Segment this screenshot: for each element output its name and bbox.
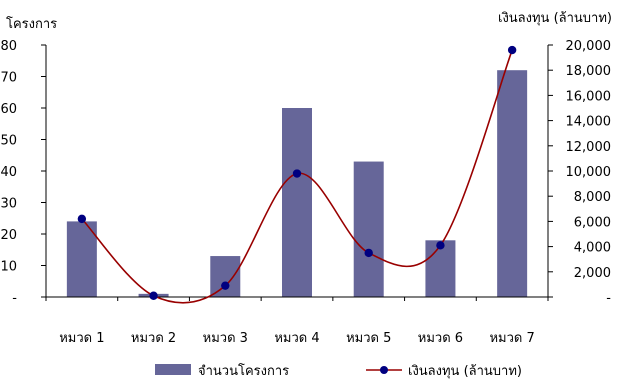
left-tick-label: 10	[0, 260, 17, 275]
right-tick-label: 16,000	[566, 89, 612, 104]
left-tick-label: 50	[0, 134, 17, 149]
x-tick-label: หมวด 7	[489, 331, 534, 346]
x-tick-label: หมวด 4	[274, 331, 319, 346]
right-axis-title: เงินลงทุน (ล้านบาท)	[498, 11, 612, 26]
right-tick-label: 2,000	[574, 266, 611, 281]
legend-line-label: เงินลงทุน (ล้านบาท)	[408, 364, 522, 379]
bar-5	[353, 161, 384, 297]
bar-1	[66, 221, 97, 297]
legend-line-marker	[380, 366, 388, 374]
left-tick-label: 80	[0, 39, 17, 54]
x-axis-labels: หมวด 1 หมวด 2 หมวด 3 หมวด 4 หมวด 5 หมวด 6 หมวด…	[45, 297, 549, 346]
right-tick-label: 12,000	[566, 140, 612, 155]
line-series	[77, 45, 517, 304]
line-point-5	[364, 248, 373, 258]
line-point-2	[149, 291, 158, 300]
bar-7	[497, 70, 528, 297]
right-tick-label: -	[606, 291, 611, 306]
left-axis-title: โครงการ	[6, 16, 57, 32]
right-tick-label: 18,000	[566, 64, 612, 79]
legend-bar-swatch	[155, 364, 191, 375]
x-tick-label: หมวด 6	[418, 331, 463, 346]
line-point-1	[77, 214, 87, 224]
bar-6	[425, 240, 456, 297]
left-axis-ticks: - 10 20 30 40 50 60 70 80	[0, 39, 46, 306]
right-tick-label: 10,000	[566, 165, 612, 180]
left-tick-label: -	[12, 291, 17, 306]
line-point-7	[507, 45, 517, 55]
x-tick-label: หมวด 3	[203, 331, 248, 346]
x-tick-label: หมวด 5	[346, 331, 391, 346]
line-point-6	[436, 241, 445, 250]
legend-bar-label: จำนวนโครงการ	[198, 363, 289, 379]
right-tick-label: 8,000	[574, 190, 611, 205]
x-tick-label: หมวด 1	[59, 331, 104, 346]
line-point-3	[221, 281, 230, 290]
right-tick-label: 14,000	[566, 115, 612, 130]
bar-4	[282, 108, 312, 297]
bar-series	[66, 70, 528, 297]
left-tick-label: 70	[0, 71, 17, 86]
left-tick-label: 30	[0, 197, 17, 212]
left-tick-label: 60	[0, 102, 17, 117]
bar-3	[210, 256, 241, 297]
right-tick-label: 6,000	[574, 215, 611, 230]
line-point-4	[292, 169, 302, 178]
left-tick-label: 20	[0, 228, 17, 243]
left-tick-label: 40	[0, 165, 17, 180]
legend: จำนวนโครงการ เงินลงทุน (ล้านบาท)	[155, 363, 522, 379]
x-tick-label: หมวด 2	[131, 331, 176, 346]
right-tick-label: 4,000	[574, 241, 611, 256]
right-axis-ticks: - 2,000 4,000 6,000 8,000 10,000 12,000 14,000 1…	[548, 39, 611, 306]
right-tick-label: 20,000	[566, 39, 612, 54]
